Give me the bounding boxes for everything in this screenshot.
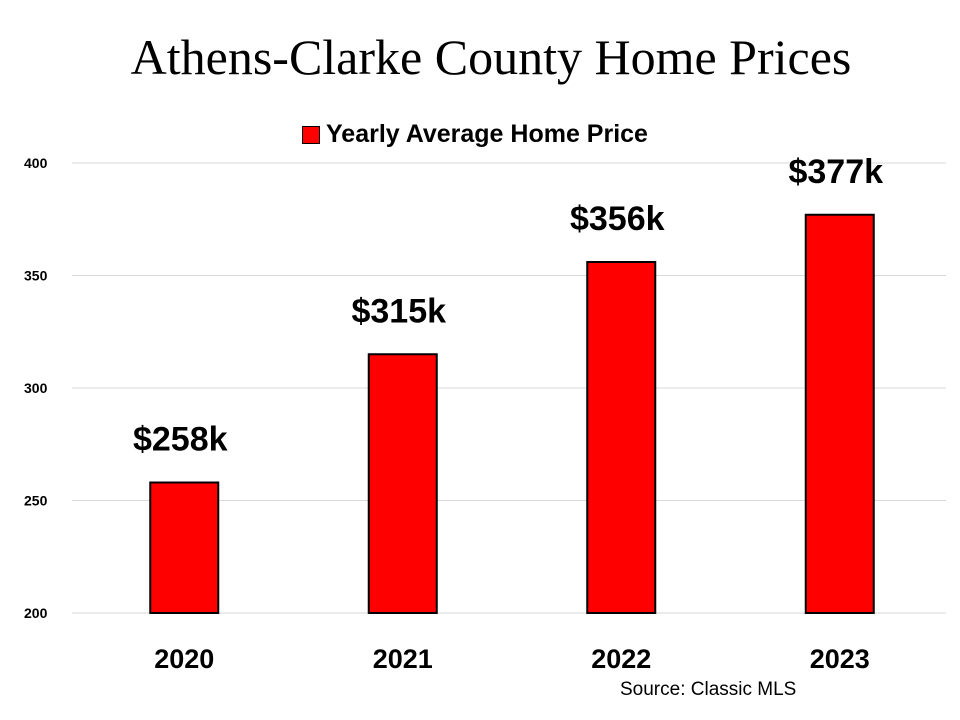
legend-label: Yearly Average Home Price [326,120,648,148]
data-label: $315k [351,292,446,330]
data-label: $377k [788,153,883,191]
y-tick-label: 200 [24,605,48,621]
source-note: Source: Classic MLS [620,679,797,700]
y-tick-label: 300 [24,380,48,396]
data-label: $356k [570,200,665,238]
bar [367,353,438,614]
chart-title: Athens-Clarke County Home Prices [130,29,852,85]
data-label: $258k [133,421,228,459]
legend: Yearly Average Home Price [302,120,648,149]
x-tick-label: 2023 [810,644,870,674]
legend-swatch [302,125,320,144]
x-tick-label: 2020 [154,644,214,674]
y-tick-label: 250 [24,493,48,509]
x-tick-label: 2021 [373,644,433,674]
y-tick-label: 400 [24,155,48,171]
x-tick-label: 2022 [591,644,651,674]
bar [149,481,220,614]
y-tick-label: 350 [24,268,48,284]
bar [586,261,657,614]
bar [804,213,875,614]
